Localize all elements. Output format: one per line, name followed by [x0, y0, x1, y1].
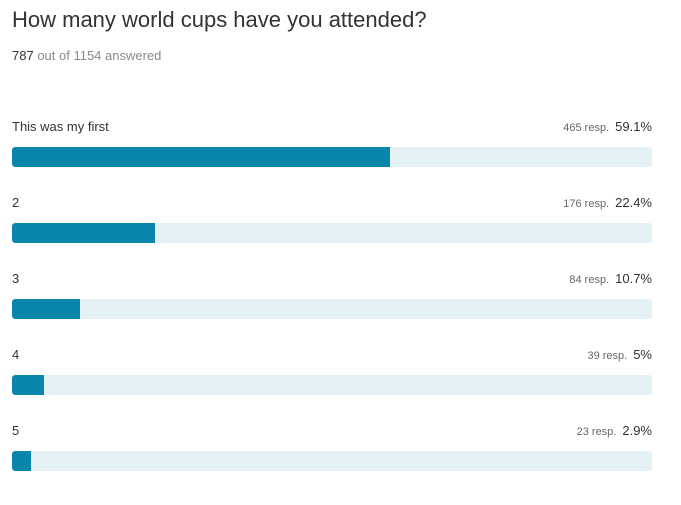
response-count: 465 resp. — [563, 122, 610, 134]
response-count: 39 resp. — [587, 350, 628, 362]
progress-track — [12, 375, 652, 395]
progress-fill — [12, 147, 391, 167]
option-stats: 176 resp. 22.4% — [563, 194, 652, 212]
result-option: 5 23 resp. 2.9% — [12, 420, 652, 496]
question-title: How many world cups have you attended? — [12, 7, 427, 32]
response-percent: 2.9% — [622, 423, 652, 438]
option-label: 3 — [12, 271, 20, 286]
result-option: 2 176 resp. 22.4% — [12, 192, 652, 268]
question-header: How many world cups have you attended? 7… — [12, 6, 669, 64]
result-option: 3 84 resp. 10.7% — [12, 268, 652, 344]
progress-track — [12, 223, 652, 243]
progress-fill — [12, 451, 31, 471]
option-label: 5 — [12, 423, 20, 438]
option-label: 2 — [12, 195, 20, 210]
option-stats: 465 resp. 59.1% — [563, 118, 652, 136]
option-label: This was my first — [12, 119, 109, 134]
answered-summary: 787 out of 1154 answered — [12, 48, 669, 64]
response-count: 84 resp. — [569, 274, 610, 286]
progress-track — [12, 147, 652, 167]
option-stats: 23 resp. 2.9% — [577, 422, 652, 440]
response-count: 176 resp. — [563, 198, 610, 210]
results-list: This was my first 465 resp. 59.1% 2 176 r… — [12, 116, 652, 496]
option-label: 4 — [12, 347, 20, 362]
progress-fill — [12, 375, 44, 395]
option-stats: 84 resp. 10.7% — [569, 270, 652, 288]
progress-track — [12, 299, 652, 319]
response-percent: 59.1% — [615, 119, 652, 134]
response-percent: 5% — [633, 347, 652, 362]
response-percent: 22.4% — [615, 195, 652, 210]
progress-fill — [12, 299, 81, 319]
option-stats: 39 resp. 5% — [587, 346, 652, 364]
result-option: This was my first 465 resp. 59.1% — [12, 116, 652, 192]
response-count: 23 resp. — [576, 426, 617, 438]
progress-fill — [12, 223, 156, 243]
answered-total-text: out of 1154 answered — [33, 48, 162, 63]
result-option: 4 39 resp. 5% — [12, 344, 652, 420]
progress-track — [12, 451, 652, 471]
response-percent: 10.7% — [615, 271, 652, 286]
answered-count: 787 — [12, 48, 34, 63]
